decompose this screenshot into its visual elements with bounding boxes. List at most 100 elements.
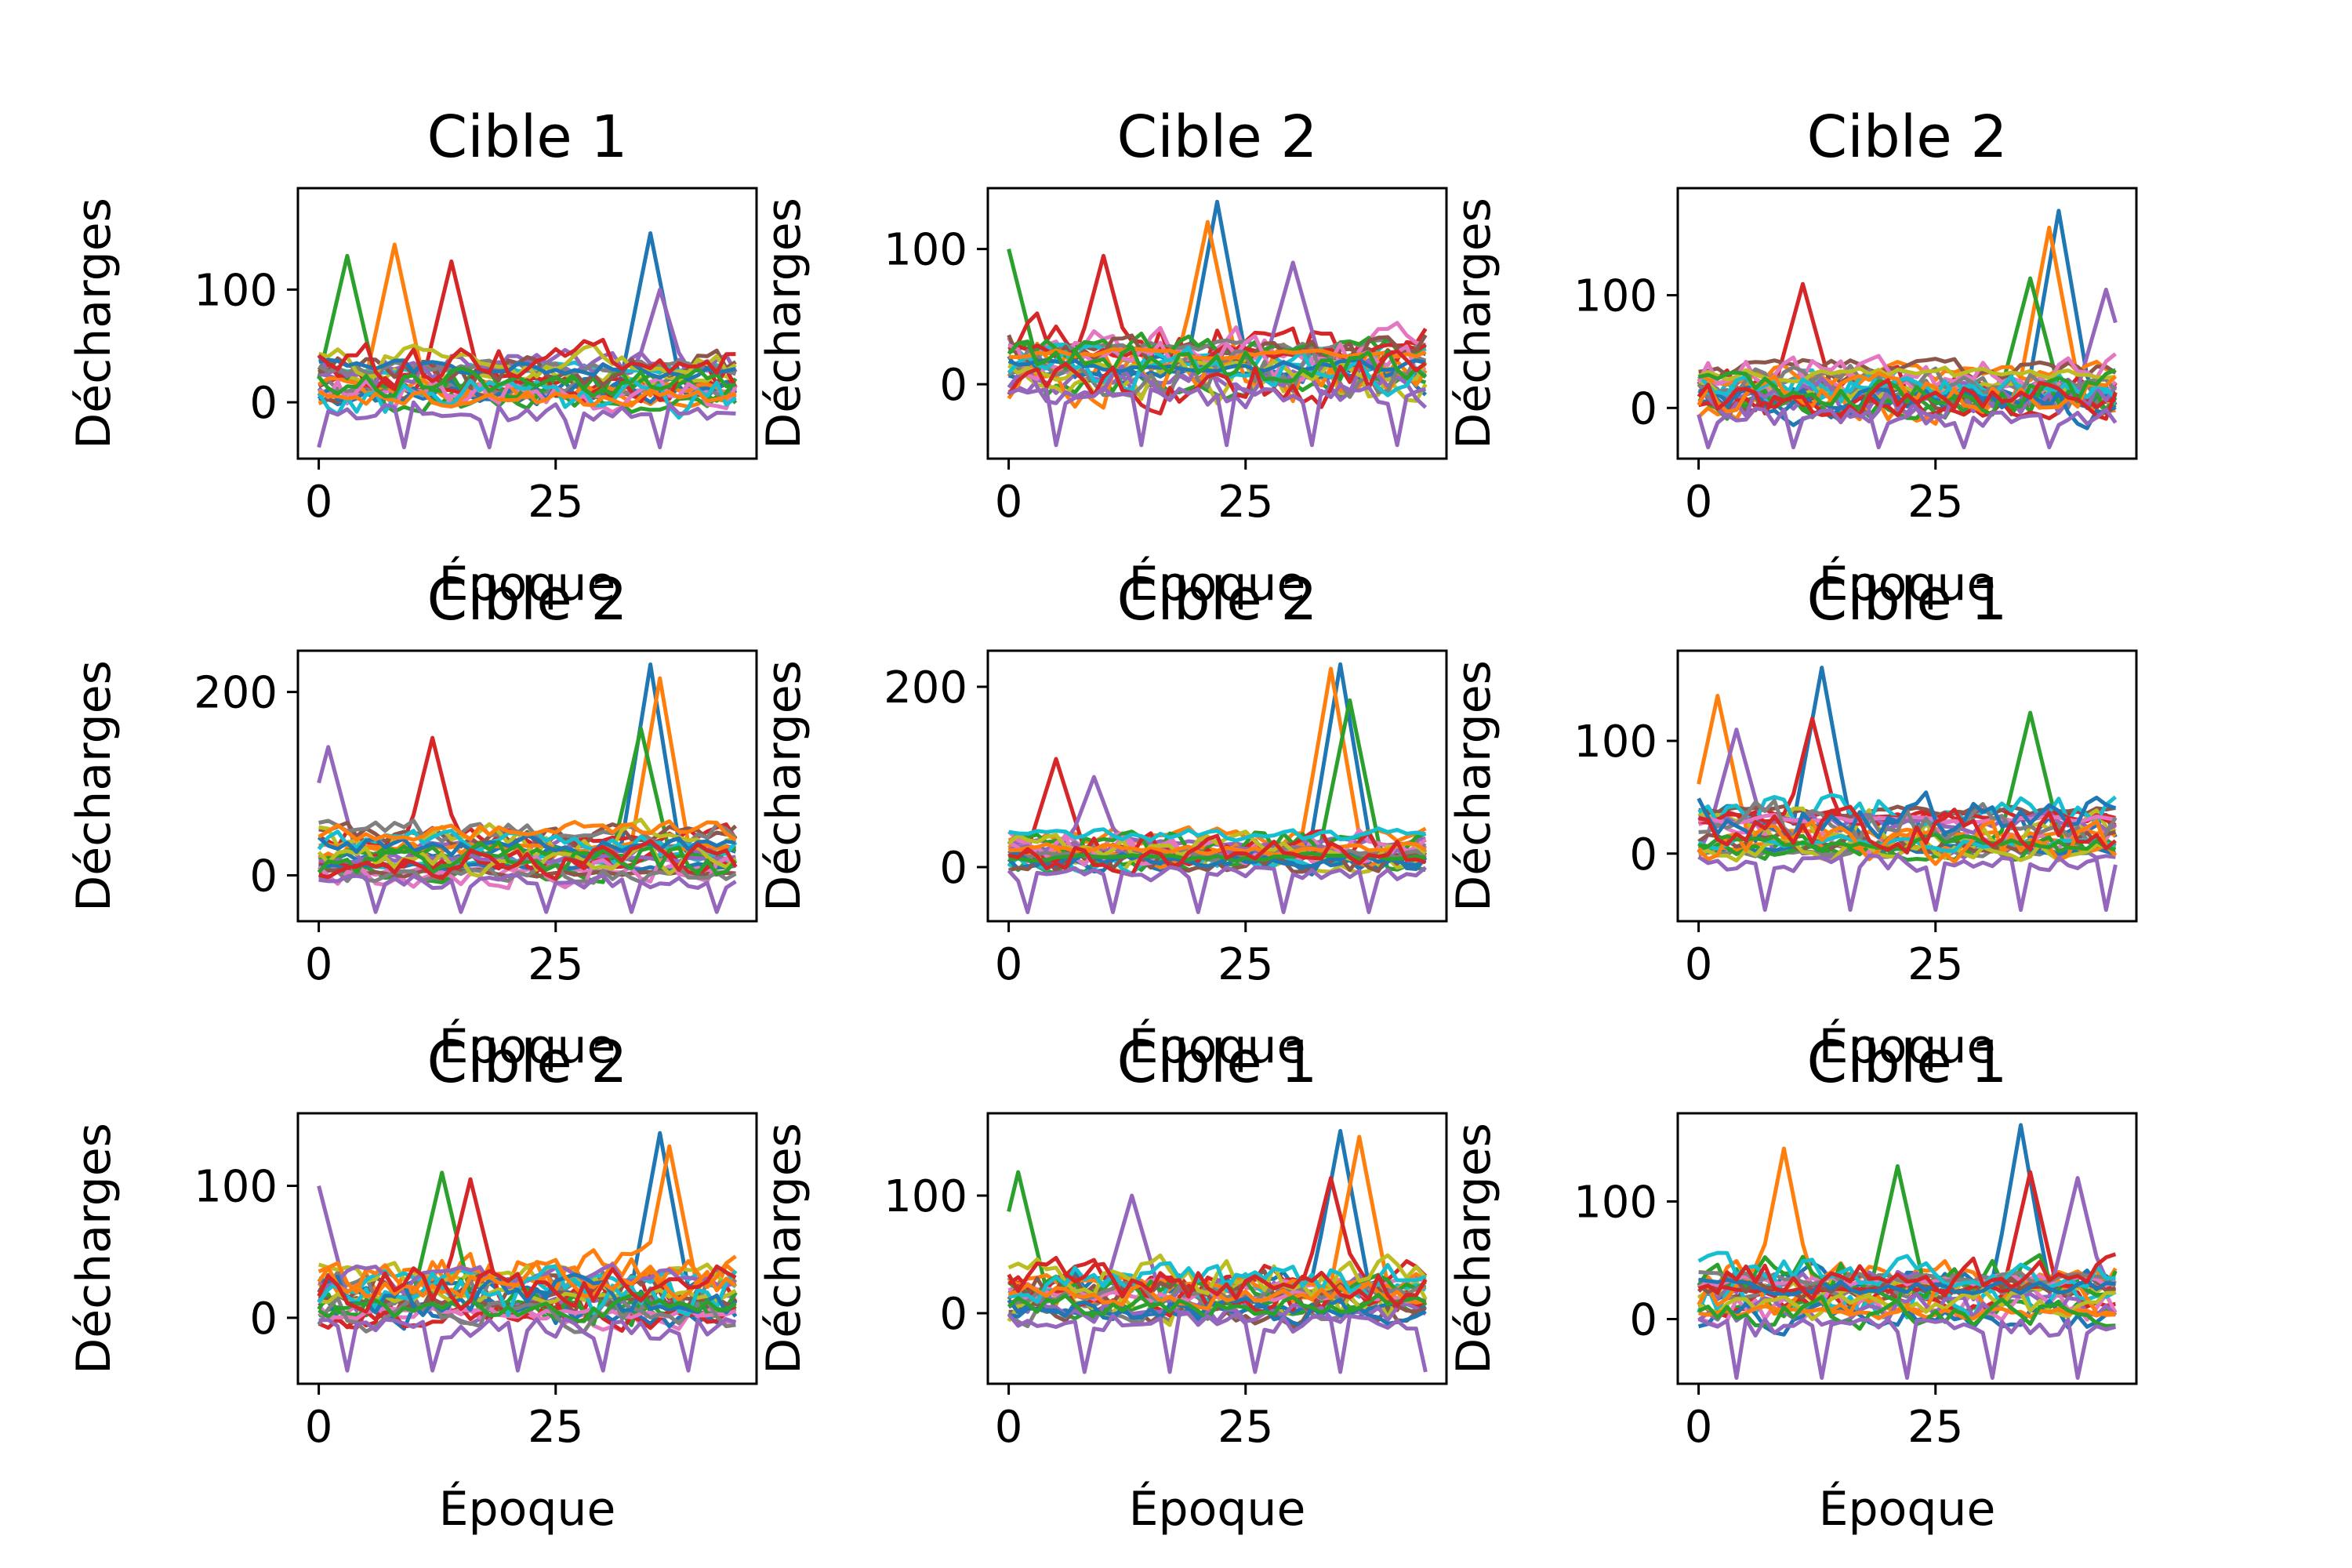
- subplot-title: Cible 2: [427, 566, 628, 633]
- x-axis-label: Époque: [439, 1018, 616, 1074]
- series-line: [1008, 851, 1426, 863]
- x-tick-label: 0: [995, 939, 1023, 990]
- y-tick-label: 100: [884, 1171, 967, 1222]
- x-axis-label: Époque: [1129, 1018, 1306, 1074]
- series-line: [1698, 374, 2118, 400]
- subplot-title: Cible 2: [427, 1029, 628, 1096]
- x-tick-label: 25: [1218, 939, 1273, 990]
- y-tick-label: 100: [194, 1162, 278, 1213]
- series-line: [317, 1293, 736, 1334]
- y-tick-label: 200: [194, 668, 278, 719]
- y-tick-label: 0: [249, 1294, 278, 1345]
- series-group: [1697, 666, 2118, 913]
- series-group: [317, 231, 738, 450]
- y-tick-label: 100: [884, 225, 967, 276]
- axes-frame: [296, 1112, 758, 1385]
- axes-frame: [986, 187, 1448, 460]
- series-group: [1697, 1123, 2118, 1380]
- subplot-title: Cible 1: [427, 103, 628, 171]
- series-line: [1698, 804, 2117, 855]
- series-line: [1007, 1253, 1428, 1299]
- axes-frame: [296, 187, 758, 460]
- axes-frame: [1676, 649, 2138, 923]
- subplot-9: 0 25 0 100 Cible 1 Époque Décharges: [1446, 1029, 2138, 1537]
- series-line: [318, 1298, 737, 1333]
- y-axis-label: Décharges: [67, 198, 122, 449]
- series-group: [1007, 1129, 1428, 1374]
- series-line: [1007, 1311, 1428, 1374]
- subplot-title: Cible 1: [1807, 566, 2008, 633]
- x-tick-label: 25: [1907, 1402, 1963, 1453]
- series-line: [318, 819, 737, 842]
- y-tick-label: 100: [1573, 271, 1657, 322]
- series-line: [318, 862, 737, 885]
- axes-frame: [986, 1112, 1448, 1385]
- series-line: [1007, 357, 1426, 373]
- series-line: [1007, 349, 1427, 416]
- series-line: [1697, 853, 2118, 913]
- series-line: [1007, 865, 1428, 914]
- subplot-5: 0 25 0 200 Cible 2 Époque Décharges: [757, 566, 1448, 1074]
- x-tick-label: 0: [305, 939, 333, 990]
- y-tick-label: 100: [194, 265, 278, 316]
- series-line: [318, 1291, 737, 1323]
- subplot-title: Cible 2: [1117, 566, 1318, 633]
- x-tick-label: 0: [995, 477, 1023, 528]
- x-tick-label: 25: [528, 1402, 583, 1453]
- series-line: [1008, 1261, 1427, 1305]
- series-group: [1007, 199, 1428, 448]
- axes-frame: [986, 649, 1448, 923]
- axes-frame: [1676, 187, 2138, 460]
- series-line: [1697, 378, 2118, 421]
- series-line: [1697, 835, 2116, 862]
- series-line: [318, 839, 738, 881]
- series-line: [1697, 837, 2116, 864]
- series-line: [317, 1258, 737, 1301]
- subplot-6: 0 25 0 100 Cible 1 Époque Décharges: [1446, 566, 2138, 1074]
- x-axis-label: Époque: [1819, 1480, 1996, 1537]
- series-line: [318, 1272, 738, 1317]
- y-tick-label: 0: [1629, 383, 1657, 434]
- series-line: [318, 1316, 737, 1373]
- subplot-3: 0 25 0 100 Cible 2 Époque Décharges: [1446, 103, 2138, 612]
- y-tick-label: 0: [939, 360, 967, 411]
- subplot-7: 0 25 0 100 Cible 2 Époque Décharges: [67, 1029, 758, 1537]
- y-tick-label: 0: [939, 843, 967, 894]
- series-group: [1697, 209, 2118, 450]
- series-line: [317, 366, 736, 398]
- y-tick-label: 0: [1629, 1295, 1657, 1346]
- y-axis-label: Décharges: [67, 660, 122, 912]
- series-line: [318, 358, 736, 382]
- series-line: [1008, 826, 1426, 843]
- y-tick-label: 0: [939, 1289, 967, 1340]
- series-line: [1007, 1255, 1428, 1308]
- series-line: [1697, 406, 2118, 450]
- series-line: [1007, 345, 1427, 397]
- series-group: [317, 1131, 738, 1373]
- y-axis-label: Décharges: [67, 1123, 122, 1374]
- x-tick-label: 0: [1685, 1402, 1713, 1453]
- series-line: [318, 873, 737, 914]
- x-tick-label: 0: [1685, 477, 1713, 528]
- x-axis-label: Époque: [1819, 555, 1996, 612]
- y-tick-label: 200: [884, 662, 967, 713]
- subplot-1: 0 25 0 100 Cible 1 Époque Décharges: [67, 103, 758, 612]
- x-tick-label: 25: [528, 939, 583, 990]
- subplot-title: Cible 2: [1807, 103, 2008, 171]
- x-tick-label: 25: [1218, 1402, 1273, 1453]
- subplot-4: 0 25 0 200 Cible 2 Époque Décharges: [67, 566, 758, 1074]
- series-line: [1007, 339, 1428, 383]
- x-axis-label: Époque: [439, 1480, 616, 1537]
- series-line: [317, 1264, 737, 1314]
- y-tick-label: 0: [249, 378, 278, 429]
- series-line: [1698, 1304, 2116, 1321]
- series-line: [318, 388, 737, 408]
- y-axis-label: Décharges: [757, 660, 811, 912]
- x-tick-label: 25: [1218, 477, 1273, 528]
- x-tick-label: 25: [528, 477, 583, 528]
- y-tick-label: 0: [249, 851, 278, 902]
- x-tick-label: 0: [995, 1402, 1023, 1453]
- x-tick-label: 0: [305, 1402, 333, 1453]
- x-tick-label: 25: [1907, 939, 1963, 990]
- axes-frame: [296, 649, 758, 923]
